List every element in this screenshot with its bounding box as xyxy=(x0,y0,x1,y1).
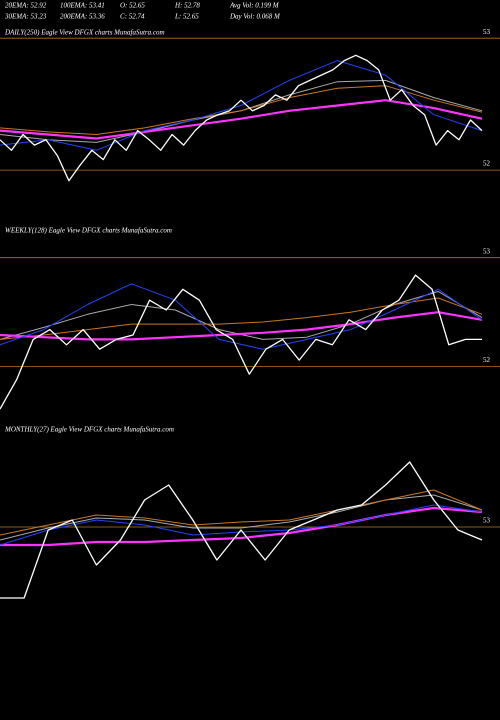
y-tick-label: 53 xyxy=(483,247,491,255)
price-line xyxy=(0,274,482,410)
header-stat: 100EMA: 53.41 xyxy=(60,2,105,10)
y-tick-label: 52 xyxy=(483,356,491,364)
panel-title: MONTHLY(27) Eagle View DFGX charts Munaf… xyxy=(4,426,174,434)
header-stat: L: 52.65 xyxy=(174,13,199,21)
price-line xyxy=(0,99,483,140)
y-tick-label: 52 xyxy=(483,160,491,168)
price-line xyxy=(0,85,483,135)
price-line xyxy=(0,60,483,151)
price-line xyxy=(0,297,483,340)
y-tick-label: 53 xyxy=(483,28,491,36)
header-stat: 20EMA: 52.92 xyxy=(5,2,47,10)
header-stat: C: 52.74 xyxy=(120,13,145,21)
price-line xyxy=(0,311,483,341)
header-stat: 200EMA: 53.36 xyxy=(60,13,105,21)
price-line xyxy=(0,461,483,599)
header-stat: 30EMA: 53.23 xyxy=(4,13,47,21)
price-line xyxy=(0,283,483,350)
price-line xyxy=(0,54,483,182)
panel-title: WEEKLY(128) Eagle View DFGX charts Munaf… xyxy=(5,227,172,235)
price-line xyxy=(0,494,483,541)
header-stat: Day Vol: 0.068 M xyxy=(229,13,281,21)
y-tick-label: 53 xyxy=(483,517,491,525)
header-stat: H: 52.78 xyxy=(174,2,200,10)
header-stat: O: 52.65 xyxy=(120,2,145,10)
price-line xyxy=(0,504,483,546)
price-line xyxy=(0,506,483,547)
header-stat: Avg Vol: 0.199 M xyxy=(229,2,280,10)
panel-title: DAILY(250) Eagle View DFGX charts Munafa… xyxy=(4,29,165,37)
price-line xyxy=(0,489,483,536)
